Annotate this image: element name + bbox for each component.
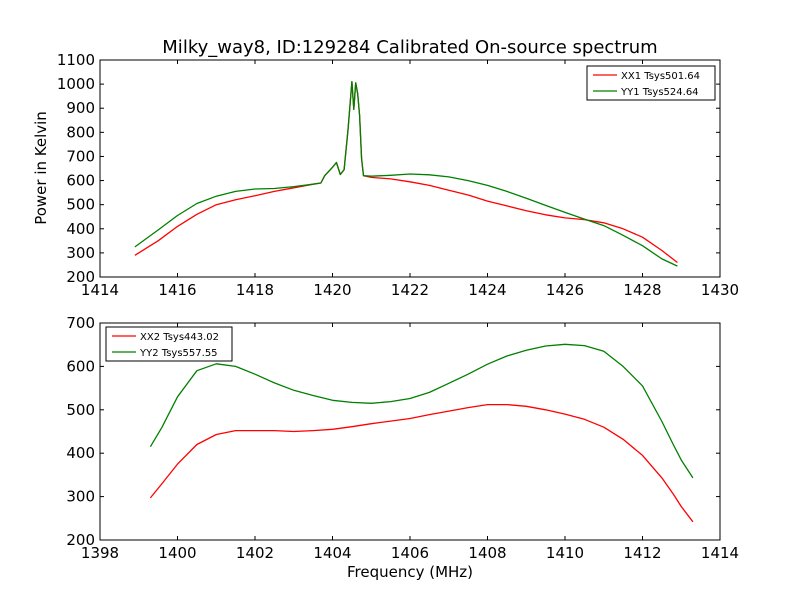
legend-label-yy1: YY1 Tsys524.64	[620, 87, 699, 98]
legend-box	[586, 65, 716, 101]
x-tick-label: 1398	[81, 544, 119, 562]
legend-label-xx1: XX1 Tsys501.64	[621, 71, 700, 82]
axes-frame	[99, 322, 721, 541]
y-tick-label: 500	[66, 401, 95, 419]
y-tick-label: 800	[66, 123, 95, 141]
x-tick-label: 1400	[158, 544, 196, 562]
x-axis-label: Frequency (MHz)	[347, 563, 473, 581]
y-tick-label: 200	[66, 531, 95, 549]
y-tick-label: 200	[66, 268, 95, 286]
y-tick-label: 400	[66, 220, 95, 238]
x-tick-label: 1404	[313, 544, 351, 562]
x-tick-label: 1402	[236, 544, 274, 562]
spectrum-plot-xx1-yy1: Power in Kelvin 1414 1416 1418 1420 1422 1424…	[32, 51, 739, 299]
y-tick-label: 300	[66, 244, 95, 262]
x-tick-label: 1412	[623, 544, 661, 562]
spectrum-plot-xx2-yy2: 1398 1400 1402 1404 1406 1408 1410 1412 1414 200 3…	[66, 314, 739, 581]
y-tick-label: 600	[66, 357, 95, 375]
y-tick-label: 400	[66, 444, 95, 462]
tick-labels: 1398 1400 1402 1404 1406 1408 1410 1412 1414 200 3…	[66, 314, 739, 562]
series-line-xx1	[134, 81, 678, 264]
x-tick-label: 1418	[236, 281, 274, 299]
legend-label-xx2: XX2 Tsys443.02	[140, 332, 219, 343]
x-tick-label: 1426	[546, 281, 584, 299]
y-tick-label: 500	[66, 196, 95, 214]
x-tick-label: 1410	[546, 544, 584, 562]
series-line-yy2	[149, 343, 694, 479]
x-tick-label: 1416	[158, 281, 196, 299]
x-tick-label: 1422	[391, 281, 429, 299]
series-lines	[149, 343, 694, 523]
y-tick-label: 700	[66, 314, 95, 332]
y-tick-label: 600	[66, 172, 95, 190]
series-line-yy1	[134, 81, 678, 267]
y-tick-label: 1000	[57, 75, 95, 93]
y-tick-label: 700	[66, 147, 95, 165]
x-tick-label: 1420	[313, 281, 351, 299]
x-tick-label: 1414	[81, 281, 119, 299]
legend-xx1-yy1: XX1 Tsys501.64 YY1 Tsys524.64	[586, 65, 716, 101]
series-line-xx2	[149, 403, 694, 523]
legend-label-yy2: YY2 Tsys557.55	[139, 348, 218, 359]
legend-box	[105, 326, 233, 362]
legend-xx2-yy2: XX2 Tsys443.02 YY2 Tsys557.55	[105, 326, 233, 362]
y-axis-label: Power in Kelvin	[32, 111, 50, 225]
chart-title: Milky_way8, ID:129284 Calibrated On-sour…	[162, 37, 657, 58]
x-tick-label: 1430	[701, 281, 739, 299]
x-tick-label: 1408	[468, 544, 506, 562]
y-tick-label: 900	[66, 99, 95, 117]
x-tick-label: 1406	[391, 544, 429, 562]
series-lines	[134, 81, 678, 267]
x-tick-label: 1414	[701, 544, 739, 562]
x-tick-label: 1424	[468, 281, 506, 299]
tick-labels: 1414 1416 1418 1420 1422 1424 1426 1428 1430 200 3…	[57, 51, 739, 299]
y-tick-label: 1100	[57, 51, 95, 69]
y-tick-label: 300	[66, 488, 95, 506]
axes-frame	[99, 59, 721, 278]
x-tick-label: 1428	[623, 281, 661, 299]
